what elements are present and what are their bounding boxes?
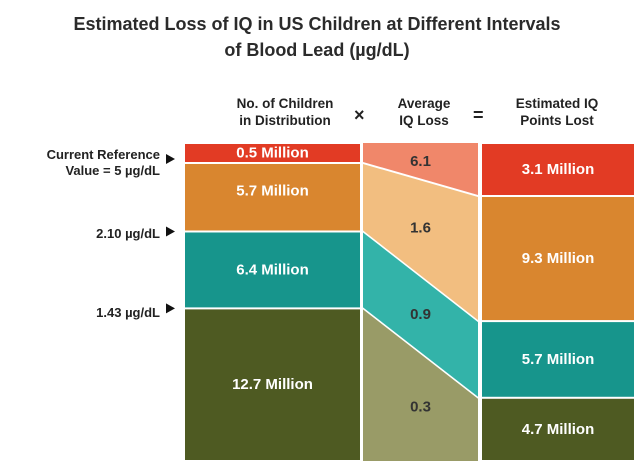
header-points-line-1: Estimated IQ bbox=[515, 96, 599, 111]
header-points-line-2: Points Lost bbox=[520, 113, 594, 128]
level-label-3: 1.43 µg/dL bbox=[96, 305, 160, 320]
children-segment-3 bbox=[185, 232, 360, 308]
children-value-label-1: 0.5 Million bbox=[236, 145, 309, 162]
loss-segment-1 bbox=[363, 143, 478, 195]
points-value-label-1: 3.1 Million bbox=[522, 161, 595, 178]
points-value-label-4: 4.7 Million bbox=[522, 421, 595, 438]
loss-segment-4 bbox=[363, 309, 478, 461]
level-label-reference-line-2: Value = 5 µg/dL bbox=[65, 163, 160, 178]
points-segment-1 bbox=[482, 144, 634, 195]
header-loss-line-1: Average bbox=[397, 96, 451, 111]
header-children-line-1: No. of Children bbox=[236, 96, 334, 111]
header-points: Estimated IQ Points Lost bbox=[482, 95, 632, 129]
points-segment-3 bbox=[482, 322, 634, 397]
points-segment-4 bbox=[482, 398, 634, 460]
level-label-reference-line-1: Current Reference bbox=[46, 147, 160, 162]
level-arrow-1 bbox=[166, 154, 175, 164]
level-label-2: 2.10 µg/dL bbox=[96, 226, 160, 241]
header-loss: Average IQ Loss bbox=[372, 95, 476, 129]
loss-value-label-4: 0.3 bbox=[410, 399, 431, 416]
children-value-label-2: 5.7 Million bbox=[236, 183, 309, 200]
chart-title-line-2: of Blood Lead (µg/dL) bbox=[224, 40, 410, 60]
loss-value-label-1: 6.1 bbox=[410, 153, 431, 170]
loss-segment-2 bbox=[363, 164, 478, 321]
loss-value-label-2: 1.6 bbox=[410, 219, 431, 236]
loss-value-label-3: 0.9 bbox=[410, 306, 431, 323]
header-children: No. of Children in Distribution bbox=[185, 95, 385, 129]
header-loss-line-2: IQ Loss bbox=[399, 113, 449, 128]
level-arrow-2 bbox=[166, 226, 175, 237]
children-segment-1 bbox=[185, 144, 360, 162]
level-arrow-3 bbox=[166, 303, 175, 314]
children-value-label-4: 12.7 Million bbox=[232, 376, 313, 393]
chart-title-line-1: Estimated Loss of IQ in US Children at D… bbox=[73, 14, 561, 34]
children-value-label-3: 6.4 Million bbox=[236, 261, 309, 278]
loss-segment-3 bbox=[363, 232, 478, 397]
children-segment-2 bbox=[185, 164, 360, 231]
points-value-label-2: 9.3 Million bbox=[522, 250, 595, 267]
children-segment-4 bbox=[185, 309, 360, 460]
header-children-line-2: in Distribution bbox=[239, 113, 331, 128]
times-sign: × bbox=[354, 105, 365, 125]
points-value-label-3: 5.7 Million bbox=[522, 351, 595, 368]
level-label-reference: Current Reference Value = 5 µg/dL bbox=[0, 147, 160, 179]
points-segment-2 bbox=[482, 197, 634, 321]
equals-sign: = bbox=[473, 105, 484, 125]
